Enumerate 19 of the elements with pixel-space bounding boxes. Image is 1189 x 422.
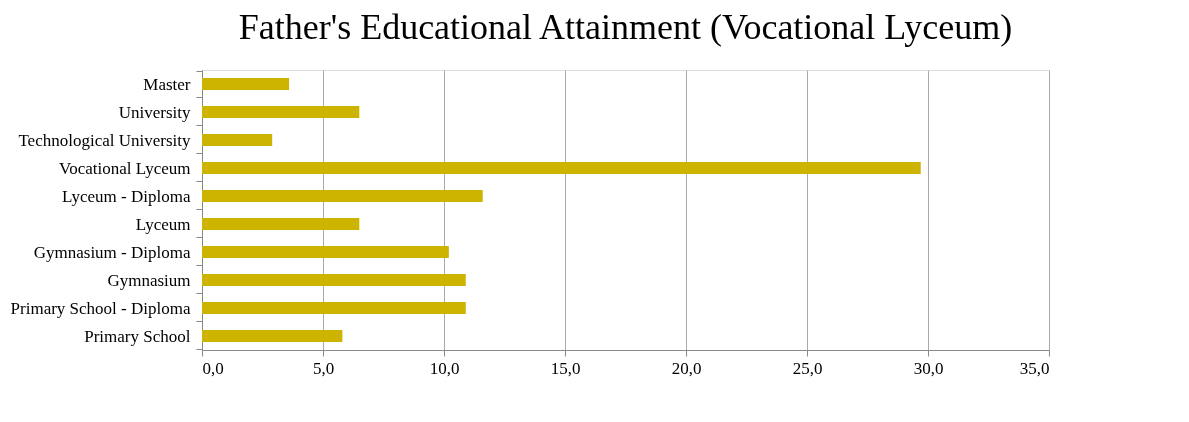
x-tick-label: 15,0: [550, 358, 581, 378]
y-tick-label: Master: [143, 74, 191, 94]
y-tick-label: Primary School - Diploma: [10, 298, 191, 318]
chart-title: Father's Educational Attainment (Vocational Lyceum): [238, 7, 1013, 47]
y-tick-label: Lyceum - Diploma: [62, 186, 191, 206]
y-tick-label: Gymnasium: [107, 270, 191, 290]
y-tick-label: Technological University: [18, 130, 191, 150]
x-tick-label: 25,0: [792, 358, 823, 378]
x-tick-label: 20,0: [671, 358, 702, 378]
y-tick-label: University: [118, 102, 191, 122]
x-tick-label: 10,0: [429, 358, 460, 378]
y-tick-label: Primary School: [84, 326, 191, 346]
x-tick-label: 0,0: [202, 358, 224, 378]
x-tick-label: 5,0: [312, 358, 335, 378]
y-tick-label: Gymnasium - Diploma: [33, 242, 191, 262]
y-tick-label: Vocational Lyceum: [59, 158, 191, 178]
x-tick-label: 35,0: [1019, 358, 1050, 378]
x-tick-label: 30,0: [913, 358, 944, 378]
y-tick-label: Lyceum: [135, 214, 191, 234]
